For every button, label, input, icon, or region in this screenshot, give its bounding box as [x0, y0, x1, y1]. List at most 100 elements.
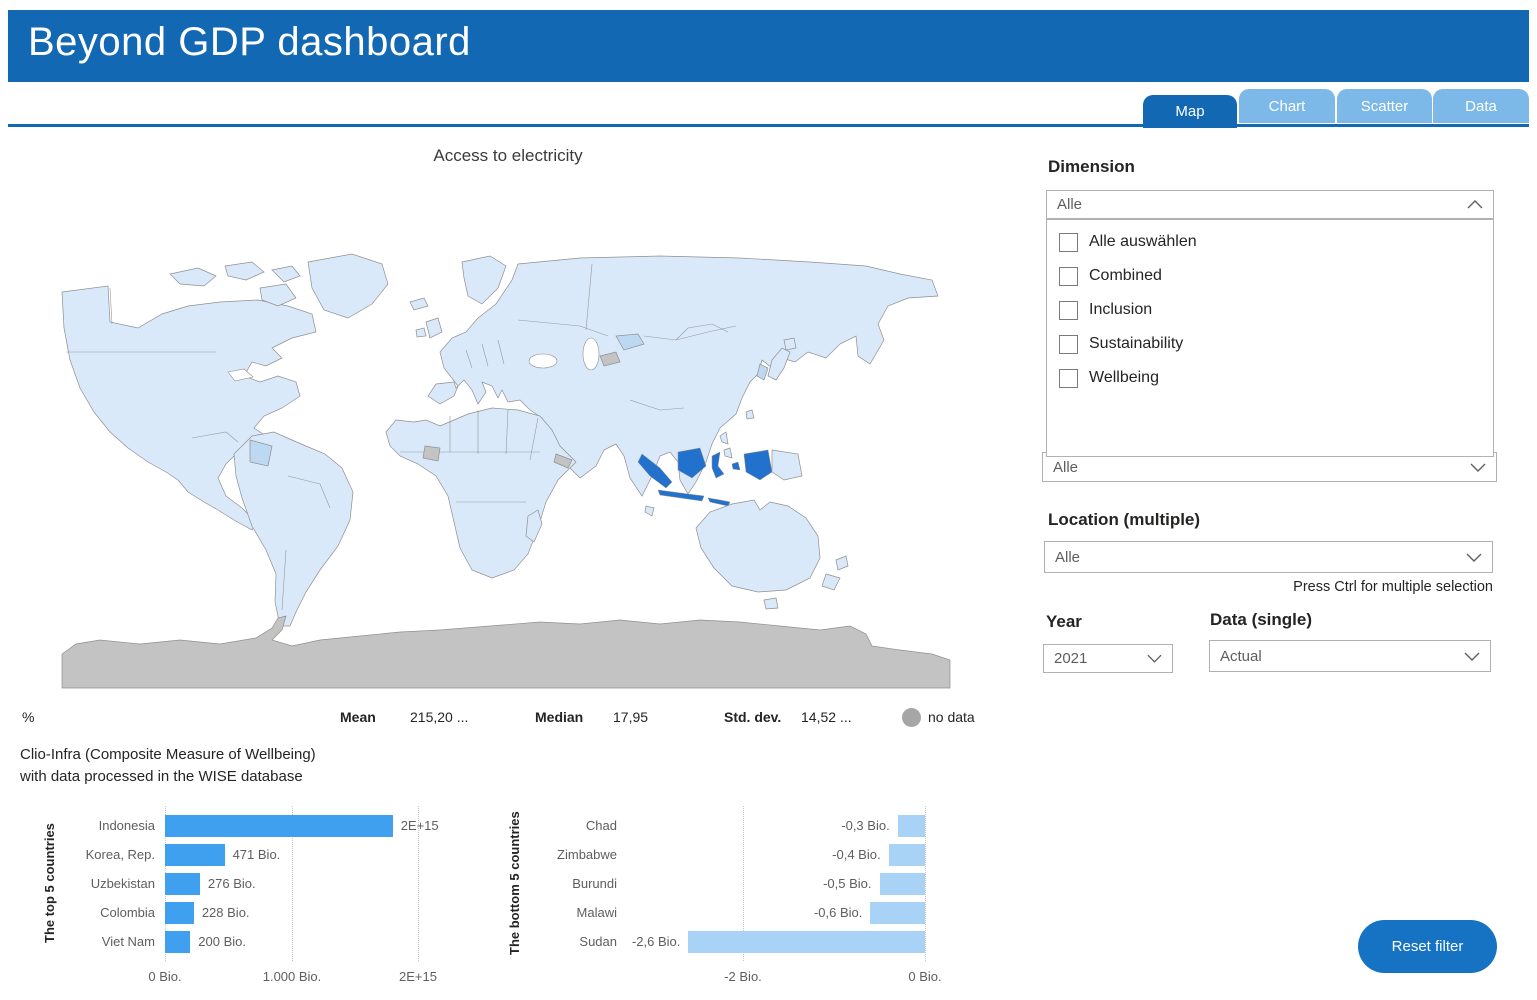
bar-burundi[interactable] — [879, 873, 925, 895]
value-label: -0,5 Bio. — [823, 876, 872, 891]
year-select[interactable]: 2021 — [1043, 644, 1173, 673]
dimension-option[interactable]: Alle auswählen — [1047, 225, 1493, 259]
value-label: 2E+15 — [400, 818, 439, 833]
x-axis-tick: 0 Bio. — [908, 969, 942, 984]
country-indonesia-sulawesi — [711, 451, 725, 479]
median-label: Median — [535, 709, 584, 725]
data-single-select-value: Actual — [1220, 647, 1262, 665]
header-divider — [8, 124, 1529, 127]
x-axis-tick: 2E+15 — [399, 969, 437, 984]
gridline — [292, 806, 293, 961]
bar-indonesia[interactable] — [165, 815, 393, 837]
multi-select-hint: Press Ctrl for multiple selection — [1293, 579, 1493, 595]
country-indonesia-sumatra — [637, 453, 673, 489]
bar-sudan[interactable] — [688, 931, 925, 953]
app-title: Beyond GDP dashboard — [28, 20, 471, 64]
dimension-option[interactable]: Sustainability — [1047, 327, 1493, 361]
bar-uzbekistan[interactable] — [165, 873, 200, 895]
map-title: Access to electricity — [433, 146, 583, 165]
app-header: Beyond GDP dashboard — [8, 10, 1529, 82]
dimension-select-value: Alle — [1057, 196, 1083, 213]
country-indonesia-borneo — [677, 447, 707, 479]
no-data-dot-icon — [902, 708, 921, 727]
data-single-header: Data (single) — [1210, 610, 1313, 629]
mean-value: 215,20 ... — [410, 709, 469, 725]
chevron-down-icon — [1147, 654, 1162, 663]
country-scandinavia — [461, 255, 507, 305]
dimension-select[interactable]: Alle — [1046, 190, 1494, 219]
dimension-option[interactable]: Inclusion — [1047, 293, 1493, 327]
x-axis-tick: -2 Bio. — [724, 969, 762, 984]
country-indonesia-java — [657, 489, 705, 502]
dimension-option[interactable]: Wellbeing — [1047, 361, 1493, 395]
top5-chart: The top 5 countries Indonesia 2E+15 Korea,… — [40, 806, 485, 996]
country-greenland — [307, 253, 389, 319]
location-select[interactable]: Alle — [1044, 541, 1493, 573]
checkbox-icon[interactable] — [1059, 368, 1078, 388]
chevron-down-icon — [1466, 553, 1482, 562]
country-antarctica — [61, 615, 951, 689]
indicator-select-value: Alle — [1053, 458, 1079, 476]
checkbox-icon[interactable] — [1059, 266, 1078, 286]
source-line1: Clio-Infra (Composite Measure of Wellbei… — [20, 746, 316, 763]
bar-viet-nam[interactable] — [165, 931, 191, 953]
source-note: Clio-Infra (Composite Measure of Wellbei… — [20, 744, 316, 788]
bar-chad[interactable] — [897, 815, 925, 837]
category-label: Korea, Rep. — [85, 847, 155, 862]
median-value: 17,95 — [613, 709, 649, 725]
checkbox-icon[interactable] — [1059, 334, 1078, 354]
country-indonesia-papua — [743, 449, 773, 481]
category-label: Uzbekistan — [90, 876, 155, 891]
data-single-select[interactable]: Actual — [1209, 640, 1491, 672]
dimension-dropdown-panel: Alle auswählen Combined Inclusion Sustainab… — [1046, 219, 1494, 457]
x-axis-tick: 0 Bio. — [148, 969, 182, 984]
tab-data[interactable]: Data — [1433, 89, 1529, 123]
year-header: Year — [1046, 612, 1082, 631]
category-label: Chad — [585, 818, 617, 833]
gridline — [925, 806, 926, 961]
value-label: 471 Bio. — [232, 847, 281, 862]
reset-filter-button[interactable]: Reset filter — [1358, 920, 1497, 973]
value-label: -2,6 Bio. — [631, 934, 681, 949]
location-select-value: Alle — [1055, 548, 1081, 566]
category-label: Malawi — [576, 905, 617, 920]
bar-malawi[interactable] — [870, 902, 925, 924]
location-header: Location (multiple) — [1048, 510, 1201, 529]
country-eurasia — [427, 255, 939, 497]
dimension-header: Dimension — [1048, 157, 1135, 176]
stddev-label: Std. dev. — [724, 709, 782, 725]
bar-korea-rep-[interactable] — [165, 844, 225, 866]
dimension-option-label: Sustainability — [1089, 335, 1184, 352]
source-line2: with data processed in the WISE database — [20, 768, 303, 785]
tab-map[interactable]: Map — [1143, 95, 1237, 128]
country-uzbekistan — [615, 333, 645, 351]
checkbox-icon[interactable] — [1059, 232, 1078, 252]
chevron-down-icon — [1470, 463, 1486, 472]
country-colombia — [249, 439, 273, 467]
value-label: -0,4 Bio. — [832, 847, 881, 862]
dimension-option-label: Alle auswählen — [1089, 233, 1197, 250]
country-south-america — [233, 431, 354, 627]
stddev-value: 14,52 ... — [801, 709, 852, 725]
bar-colombia[interactable] — [165, 902, 194, 924]
tab-chart[interactable]: Chart — [1239, 89, 1335, 123]
tab-scatter[interactable]: Scatter — [1337, 89, 1432, 123]
checkbox-icon[interactable] — [1059, 300, 1078, 320]
country-ivory-coast — [422, 445, 441, 462]
world-map[interactable] — [20, 240, 965, 700]
year-select-value: 2021 — [1054, 650, 1088, 667]
category-label: Viet Nam — [101, 934, 155, 949]
indicator-select[interactable]: Alle — [1042, 452, 1497, 482]
value-label: 276 Bio. — [207, 876, 256, 891]
value-label: 228 Bio. — [201, 905, 250, 920]
bar-zimbabwe[interactable] — [888, 844, 925, 866]
country-japan — [767, 347, 791, 381]
dimension-option-label: Wellbeing — [1089, 369, 1159, 386]
dimension-option[interactable]: Combined — [1047, 259, 1493, 293]
map-unit: % — [22, 709, 35, 725]
country-somaliland — [553, 453, 573, 469]
dimension-option-label: Combined — [1089, 267, 1162, 284]
value-label: -0,6 Bio. — [813, 905, 863, 920]
value-label: -0,3 Bio. — [841, 818, 890, 833]
